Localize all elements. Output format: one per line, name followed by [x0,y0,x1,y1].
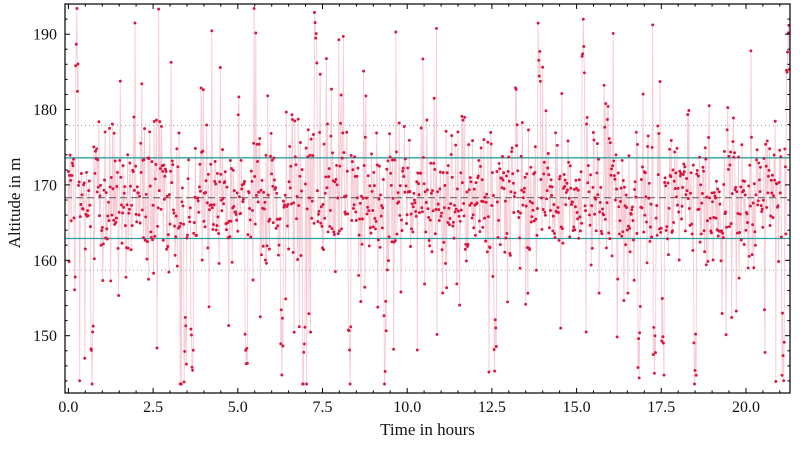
x-tick-label: 12.5 [478,399,506,416]
series-markers [66,7,791,386]
y-tick-label: 190 [33,27,57,44]
y-tick-label: 170 [33,177,57,194]
x-tick-label: 20.0 [732,399,760,416]
x-tick-label: 0.0 [58,399,78,416]
x-tick-label: 5.0 [228,399,248,416]
plot-spines [64,3,791,394]
x-tick-label: 7.5 [313,399,333,416]
x-tick-labels: 0.0 2.5 5.0 7.5 10.0 12.5 15.0 17.5 20.0 [58,399,760,416]
y-tick-label: 180 [33,102,57,119]
y-axis-label: Altitude in m [5,157,24,249]
x-tick-label: 15.0 [563,399,591,416]
y-tick-labels: 150 160 170 180 190 [33,27,57,346]
x-axis-label: Time in hours [380,420,475,439]
y-tick-label: 150 [33,328,57,345]
x-tick-label: 2.5 [143,399,163,416]
x-tick-label: 10.0 [393,399,421,416]
y-tick-label: 160 [33,253,57,270]
series-connector-line [67,8,790,385]
axis-ticks [65,4,790,393]
x-tick-label: 17.5 [647,399,675,416]
